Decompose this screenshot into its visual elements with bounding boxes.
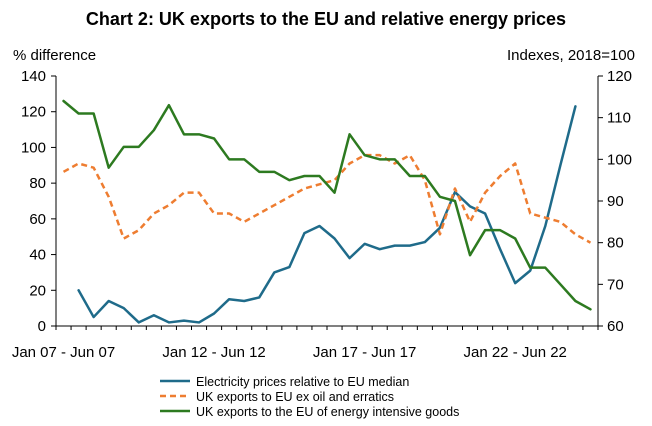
plot-frame: [55, 76, 599, 327]
x-category-label: Jan 12 - Jun 12: [162, 344, 265, 361]
left-tick-label: 20: [29, 282, 46, 299]
left-axis-label: % difference: [13, 47, 96, 64]
right-tick-label: 70: [607, 276, 624, 293]
left-tick-label: 60: [29, 211, 46, 228]
x-axis-ticks: Jan 07 - Jun 07 Jan 12 - Jun 12 Jan 17 - J…: [12, 326, 599, 361]
legend: Electricity prices relative to EU median…: [160, 375, 459, 419]
left-tick-label: 120: [21, 104, 46, 121]
series-line-exports-ex-oil: [62, 153, 592, 244]
x-category-label: Jan 17 - Jun 17: [313, 344, 416, 361]
right-tick-label: 80: [607, 235, 624, 252]
left-tick-label: 0: [38, 318, 46, 335]
left-axis-ticks: 0 20 40 60 80 100 120 140: [21, 68, 56, 335]
right-tick-label: 60: [607, 318, 624, 335]
series-line-electricity-prices: [77, 105, 577, 324]
left-tick-label: 80: [29, 175, 46, 192]
left-tick-label: 40: [29, 247, 46, 264]
left-tick-label: 100: [21, 139, 46, 156]
chart-title: Chart 2: UK exports to the EU and relati…: [86, 9, 566, 29]
legend-label-energy-intensive: UK exports to the EU of energy intensive…: [196, 405, 459, 419]
right-tick-label: 120: [607, 68, 632, 85]
legend-label-electricity: Electricity prices relative to EU median: [196, 375, 409, 389]
right-tick-label: 90: [607, 193, 624, 210]
left-tick-label: 140: [21, 68, 46, 85]
series-lines: [62, 99, 592, 324]
x-category-label: Jan 07 - Jun 07: [12, 344, 115, 361]
x-category-label: Jan 22 - Jun 22: [463, 344, 566, 361]
right-axis-ticks: 60 70 80 90 100 110 120: [598, 68, 632, 335]
legend-label-exports-ex-oil: UK exports to EU ex oil and erratics: [196, 390, 394, 404]
right-axis-label: Indexes, 2018=100: [507, 47, 635, 64]
right-tick-label: 110: [607, 110, 631, 127]
right-tick-label: 100: [607, 151, 632, 168]
series-line-energy-intensive-goods: [62, 99, 592, 311]
